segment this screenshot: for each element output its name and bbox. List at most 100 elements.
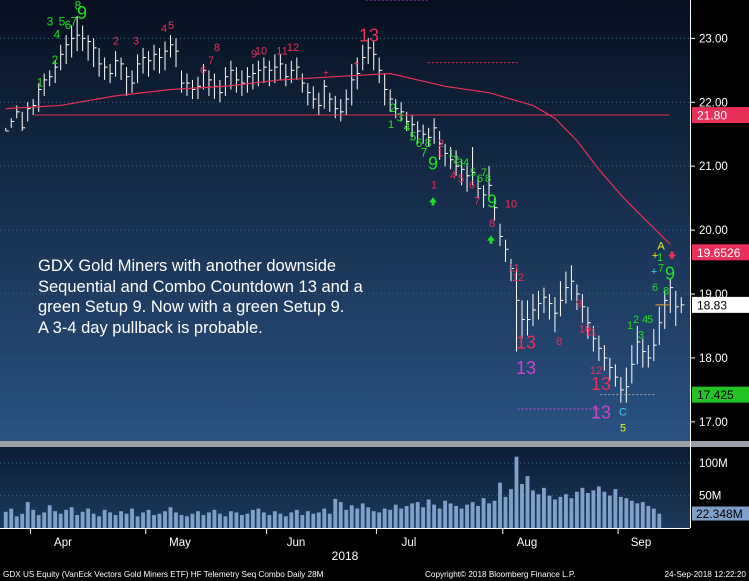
- month-label: Jun: [287, 537, 306, 549]
- price-bar: [98, 47, 103, 77]
- volume-bar: [3, 511, 8, 528]
- price-bar: [153, 44, 158, 71]
- volume-bar: [596, 486, 601, 528]
- countdown-label: 3: [133, 36, 139, 48]
- price-bar: [175, 38, 180, 68]
- countdown-label: 8: [489, 218, 495, 230]
- countdown-label: 6: [416, 136, 423, 150]
- price-tick-label: 22.00: [699, 97, 728, 109]
- price-bar: [477, 175, 482, 199]
- price-bar: [603, 345, 608, 371]
- countdown-label: 3: [47, 15, 54, 29]
- price-tag: 19.6526: [692, 244, 749, 261]
- price-bar: [82, 25, 86, 52]
- price-bar: [614, 364, 619, 387]
- volume-bar: [25, 502, 30, 528]
- volume-bar: [245, 513, 250, 528]
- price-bar: [609, 357, 613, 381]
- price-bar: [526, 300, 531, 336]
- volume-bar: [53, 511, 58, 528]
- volume-bar: [349, 505, 354, 528]
- volume-bar: [629, 500, 634, 528]
- price-bar: [329, 92, 333, 112]
- countdown-label: 7: [658, 263, 664, 275]
- volume-bar: [141, 512, 145, 528]
- price-bar: [345, 89, 350, 116]
- price-bar: [235, 67, 240, 93]
- volume-bar: [388, 509, 393, 528]
- price-bar: [21, 111, 26, 132]
- price-bar: [581, 294, 586, 323]
- price-bar: [148, 51, 152, 77]
- volume-bar: [289, 512, 294, 528]
- countdown-label: 13: [516, 332, 536, 352]
- axes: 23.0022.0021.0020.0019.0018.0017.00100M5…: [0, 0, 749, 549]
- price-bar: [466, 162, 471, 192]
- volume-bar: [454, 505, 459, 528]
- annotation-text: GDX Gold Miners with another downside Se…: [38, 256, 363, 338]
- price-grid: [0, 37, 690, 497]
- volume-bar: [448, 503, 453, 528]
- price-bar: [548, 294, 553, 320]
- volume-bar: [426, 499, 431, 528]
- countdown-label: 8: [75, 0, 82, 13]
- countdown-label: 1: [388, 119, 394, 131]
- volume-bar: [14, 516, 19, 528]
- price-bar: [10, 118, 15, 128]
- price-bar: [296, 57, 300, 80]
- price-bar: [109, 63, 114, 84]
- price-bar: [120, 57, 125, 80]
- price-tag: 18.83: [692, 296, 749, 313]
- volume-bar: [366, 507, 371, 528]
- volume-bar: [657, 513, 662, 528]
- price-bar: [65, 35, 70, 64]
- price-tag-label: 19.6526: [697, 246, 741, 260]
- price-bar: [49, 70, 53, 87]
- price-bar: [664, 290, 668, 330]
- volume-bar: [272, 511, 277, 528]
- price-tag-label: 18.83: [697, 298, 727, 312]
- price-bar: [625, 367, 630, 403]
- month-label: Aug: [517, 537, 537, 549]
- volume-bar: [97, 516, 102, 528]
- countdown-label: 9: [487, 192, 497, 212]
- countdown-label: 2: [633, 314, 639, 326]
- countdown-label: 11: [585, 327, 596, 339]
- countdown-label: +: [651, 266, 657, 278]
- volume-bar: [261, 512, 266, 528]
- countdown-label: 8: [214, 42, 220, 54]
- price-bar: [400, 102, 405, 122]
- volume-bar: [135, 516, 140, 528]
- volume-bar: [646, 505, 651, 528]
- volume-bar: [36, 515, 41, 528]
- volume-bar: [64, 509, 69, 528]
- countdown-label: 4: [404, 120, 411, 134]
- volume-bar: [503, 496, 508, 528]
- volume-bar: [190, 513, 195, 528]
- price-bar: [263, 57, 267, 84]
- volume-bar: [212, 509, 217, 528]
- volume-bar: [91, 513, 96, 528]
- countdown-label: 6: [652, 282, 658, 294]
- countdown-label: 6: [65, 18, 72, 32]
- price-bar: [27, 102, 31, 122]
- countdown-label: 5: [647, 314, 653, 326]
- volume-bar: [327, 513, 332, 528]
- annotation-line: A 3-4 day pullback is probable.: [38, 318, 263, 337]
- price-bar: [450, 147, 454, 170]
- price-bar: [246, 67, 251, 93]
- price-bar: [208, 70, 212, 96]
- price-bar: [631, 345, 635, 384]
- price-bar: [565, 271, 569, 304]
- price-bar: [461, 159, 465, 186]
- volume-bar: [234, 512, 239, 528]
- countdown-label: 1: [657, 252, 663, 264]
- countdown-label: +: [353, 59, 359, 70]
- volume-bar: [602, 491, 607, 528]
- price-bar: [521, 300, 526, 339]
- volume-bar: [278, 513, 283, 528]
- countdown-label: 1: [627, 320, 633, 332]
- volume-bar: [465, 504, 469, 528]
- volume-bar: [640, 502, 645, 528]
